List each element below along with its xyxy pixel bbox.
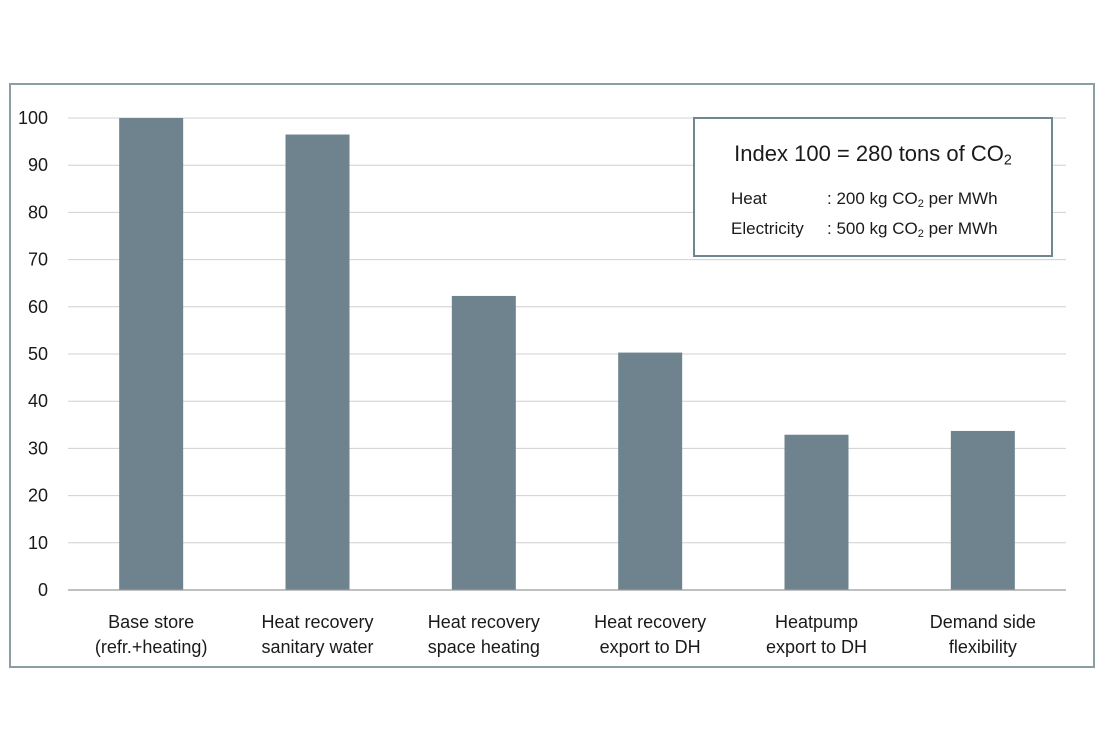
bar [285,134,350,590]
x-category-label: export to DH [600,637,701,657]
x-category-label: Demand side [930,612,1036,632]
x-category-label: Heatpump [775,612,858,632]
x-category-label: export to DH [766,637,867,657]
annotation-row-label: Electricity [731,219,804,238]
y-tick-label: 50 [28,344,48,364]
annotation-row-electricity: Electricity : 500 kg CO2 per MWh [731,219,998,239]
y-tick-label: 100 [18,108,48,128]
x-category-label: Heat recovery [261,612,373,632]
bar [451,295,516,590]
x-category-label: Heat recovery [428,612,540,632]
x-category-label: (refr.+heating) [95,637,208,657]
x-category-label: Heat recovery [594,612,706,632]
annotation-row-heat: Heat : 200 kg CO2 per MWh [731,189,998,209]
bar [618,352,683,590]
x-category-label: sanitary water [261,637,373,657]
x-category-label: flexibility [949,637,1017,657]
bar [784,434,849,590]
y-tick-label: 20 [28,486,48,506]
y-tick-label: 0 [38,580,48,600]
y-tick-label: 30 [28,438,48,458]
y-tick-label: 40 [28,391,48,411]
bars [119,118,1015,590]
annotation-row-label: Heat [731,189,767,208]
bar [950,430,1015,590]
annotation-row-value: : 500 kg CO2 per MWh [827,219,998,240]
bar [119,118,184,590]
y-tick-label: 60 [28,297,48,317]
x-category-label: space heating [428,637,540,657]
annotation-title-text: Index 100 = 280 tons of CO [734,141,1004,166]
y-tick-label: 70 [28,250,48,270]
x-category-label: Base store [108,612,194,632]
y-tick-label: 80 [28,202,48,222]
x-axis: Base store (refr.+heating) Heat recovery sa… [68,589,1066,657]
y-tick-label: 10 [28,533,48,553]
annotation-title-subscript: 2 [1003,152,1012,169]
y-axis: 0 10 20 30 40 50 60 70 80 90 100 [18,108,48,600]
gridlines [68,117,1066,544]
annotation-row-value: : 200 kg CO2 per MWh [827,189,998,210]
y-tick-label: 90 [28,155,48,175]
annotation-title: Index 100 = 280 tons of CO2 [695,141,1051,169]
annotation-box: Index 100 = 280 tons of CO2 Heat : 200 kg… [693,117,1053,257]
